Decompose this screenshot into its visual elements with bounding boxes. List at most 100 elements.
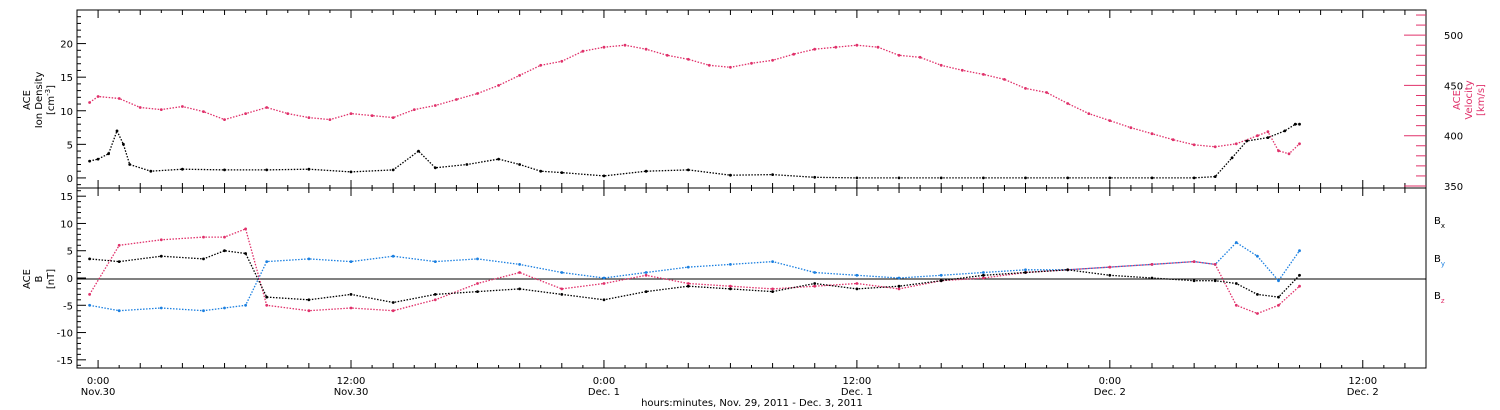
density-point bbox=[96, 157, 100, 161]
bz-point bbox=[518, 271, 521, 274]
bfield-tick-label: 0 bbox=[67, 274, 73, 285]
velocity-point bbox=[286, 112, 290, 115]
velocity-point bbox=[265, 106, 269, 109]
velocity-point bbox=[665, 53, 669, 57]
velocity-point bbox=[117, 97, 121, 100]
velocity-point bbox=[644, 47, 648, 51]
velocity-point bbox=[518, 74, 521, 77]
bx-point bbox=[1256, 293, 1259, 296]
density-tick-label: 0 bbox=[67, 174, 73, 185]
by-point bbox=[686, 265, 690, 269]
velocity-point bbox=[707, 63, 711, 67]
bz-point bbox=[602, 282, 606, 285]
bx-line bbox=[89, 250, 1300, 304]
by-point bbox=[518, 263, 521, 266]
density-point bbox=[982, 176, 985, 180]
bfield-axis-title: ACE B [nT] bbox=[22, 269, 57, 289]
velocity-point bbox=[623, 43, 627, 47]
bz-point bbox=[1277, 303, 1280, 307]
bx-point bbox=[476, 290, 479, 293]
density-point bbox=[349, 170, 353, 174]
bx-point bbox=[729, 287, 732, 291]
bz-point bbox=[391, 309, 395, 313]
velocity-point bbox=[1066, 102, 1070, 105]
velocity-point bbox=[939, 63, 943, 67]
density-point bbox=[686, 168, 690, 172]
velocity-point bbox=[1192, 143, 1196, 147]
density-axis-title: ACE Ion Density [cm-3] bbox=[22, 72, 57, 129]
bx-point bbox=[897, 284, 901, 288]
density-tick-label: 10 bbox=[60, 107, 73, 118]
velocity-point bbox=[88, 101, 91, 104]
velocity-point bbox=[202, 110, 205, 113]
bfield-tick-label: 5 bbox=[67, 247, 73, 258]
velocity-point bbox=[855, 43, 859, 47]
bz-point bbox=[560, 287, 564, 291]
bfield-tick-label: 15 bbox=[60, 192, 73, 203]
bz-point bbox=[349, 306, 353, 310]
bz-point bbox=[88, 293, 91, 296]
velocity-point bbox=[982, 73, 985, 76]
bz-point bbox=[1108, 265, 1112, 269]
by-point bbox=[982, 271, 985, 274]
velocity-point bbox=[412, 108, 416, 111]
density-point bbox=[729, 173, 732, 177]
by-line bbox=[89, 241, 1301, 312]
bz-point bbox=[855, 282, 859, 285]
by-point bbox=[1024, 268, 1027, 272]
velocity-point bbox=[897, 53, 901, 57]
bz-point bbox=[813, 284, 817, 288]
velocity-point bbox=[960, 68, 964, 72]
velocity-point bbox=[96, 95, 100, 98]
bx-point bbox=[1108, 273, 1112, 277]
bx-point bbox=[813, 282, 817, 285]
bfield-tick-label: -5 bbox=[63, 301, 73, 312]
density-point bbox=[1293, 122, 1297, 126]
bz-point bbox=[476, 282, 479, 285]
velocity-point bbox=[686, 57, 690, 61]
bz-point bbox=[307, 309, 311, 313]
bz-point bbox=[159, 238, 163, 242]
by-point bbox=[560, 271, 564, 274]
velocity-point bbox=[1298, 142, 1301, 146]
bfield-axis-title-line2: B bbox=[34, 275, 45, 282]
bx-point bbox=[855, 287, 859, 291]
velocity-point bbox=[876, 45, 880, 49]
density-point bbox=[433, 166, 437, 170]
density-point bbox=[813, 175, 817, 179]
bz-point bbox=[1192, 260, 1196, 263]
bx-point bbox=[391, 301, 395, 304]
by-point bbox=[117, 309, 121, 313]
x-tick-label-date: Dec. 2 bbox=[1347, 387, 1379, 398]
density-tick-label: 20 bbox=[60, 40, 73, 51]
x-tick-label-time: 12:00 bbox=[337, 376, 366, 387]
bx-point bbox=[1024, 271, 1027, 274]
bfield-axis-title-line1: ACE bbox=[22, 269, 33, 289]
bx-point bbox=[686, 284, 690, 288]
bz-point bbox=[1256, 312, 1259, 315]
by-point bbox=[223, 306, 226, 310]
density-point bbox=[560, 171, 564, 175]
density-point bbox=[115, 129, 119, 133]
bz-point bbox=[433, 298, 437, 302]
bx-point bbox=[159, 254, 163, 258]
density-tick-label: 5 bbox=[67, 140, 73, 151]
density-point bbox=[939, 176, 943, 180]
by-point bbox=[391, 254, 395, 258]
velocity-point bbox=[1024, 87, 1027, 90]
bz-point bbox=[202, 235, 205, 239]
by-point bbox=[897, 276, 901, 280]
bx-point bbox=[1213, 279, 1217, 283]
velocity-point bbox=[349, 112, 353, 115]
magfield-panel-frame bbox=[76, 187, 1427, 369]
density-point bbox=[1283, 129, 1287, 133]
bx-point bbox=[307, 298, 311, 302]
by-point bbox=[202, 309, 205, 313]
bx-point bbox=[265, 295, 269, 299]
x-tick-label-time: 0:00 bbox=[593, 376, 615, 387]
bz-point bbox=[1298, 284, 1301, 288]
velocity-point bbox=[138, 106, 142, 109]
density-point bbox=[88, 159, 91, 163]
by-point bbox=[1234, 241, 1238, 244]
